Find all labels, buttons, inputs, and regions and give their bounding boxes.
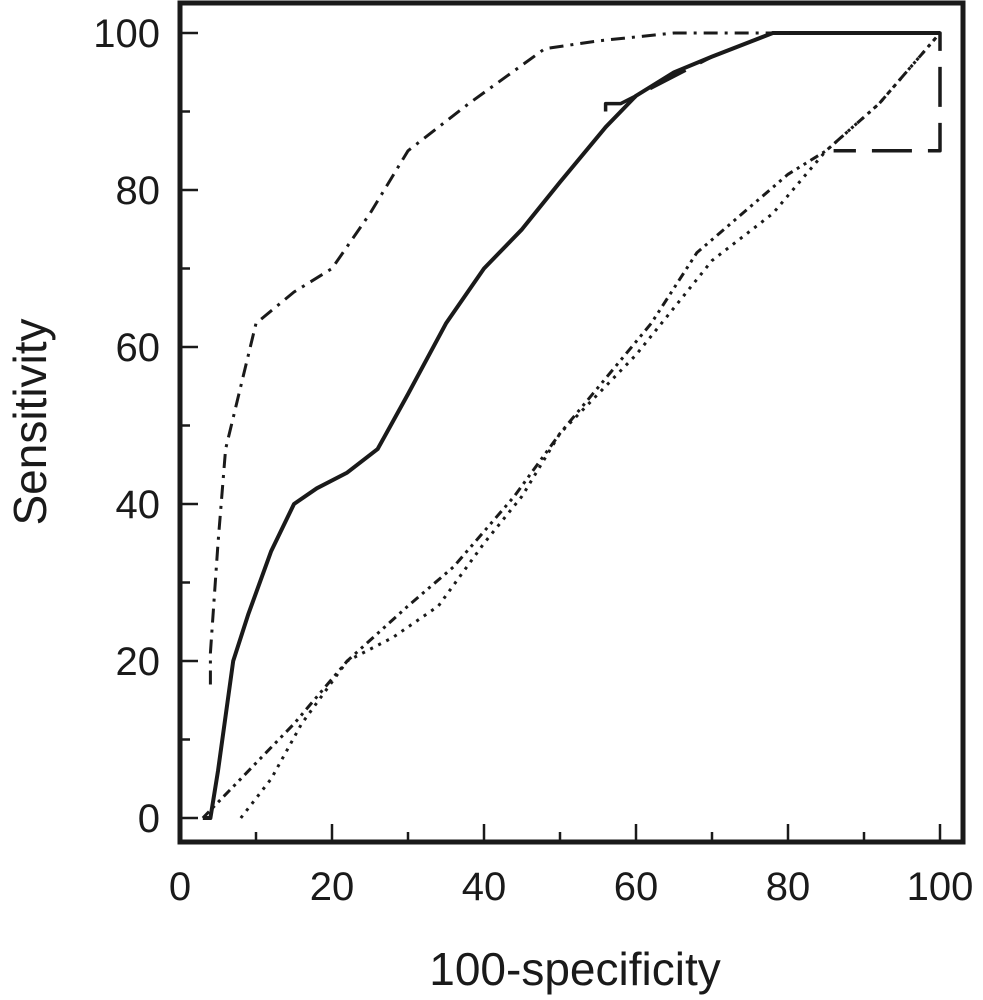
x-tick-label: 20 (310, 865, 355, 909)
roc-curves (201, 31, 942, 820)
y-tick-label: 40 (116, 483, 161, 527)
x-axis-title: 100-specificity (429, 943, 720, 995)
x-tick-label: 80 (766, 865, 811, 909)
roc-curve-dash-dot (208, 31, 940, 685)
y-tick-label: 0 (138, 797, 160, 841)
roc-curve-dash-dot-dot (201, 32, 942, 820)
tick-labels: 0 20 40 60 80 100 0 20 40 60 80 100 (93, 12, 973, 909)
x-tick-label: 100 (907, 865, 974, 909)
roc-curve-long-dash (603, 31, 942, 153)
y-tick-label: 80 (116, 169, 161, 213)
x-tick-label: 0 (169, 865, 191, 909)
y-tick-label: 20 (116, 640, 161, 684)
x-tick-label: 60 (614, 865, 659, 909)
roc-curve-solid (202, 31, 940, 820)
y-tick-label: 100 (93, 12, 160, 56)
plot-frame (177, 0, 966, 845)
y-tick-label: 60 (116, 326, 161, 370)
y-axis-title: Sensitivity (4, 318, 56, 525)
x-tick-label: 40 (462, 865, 507, 909)
axis-ticks (178, 31, 942, 842)
roc-curve-dotted (239, 32, 942, 819)
